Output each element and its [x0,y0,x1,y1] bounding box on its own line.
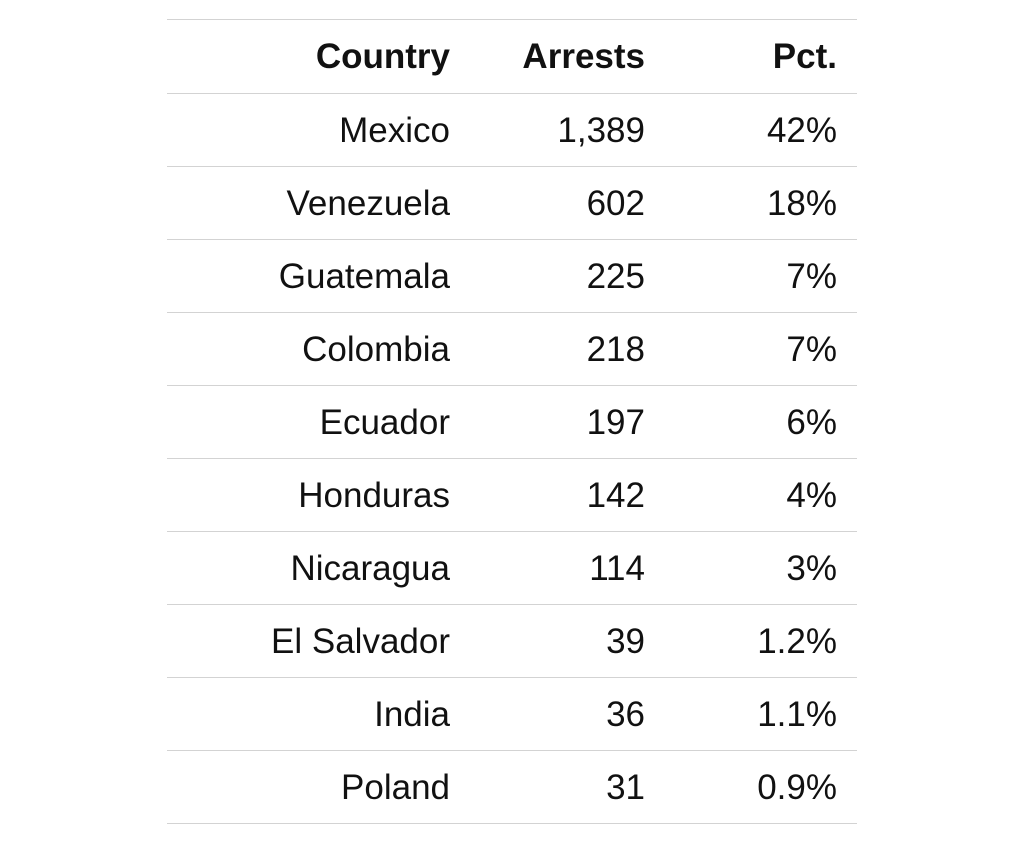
table-header: Country Arrests Pct. [167,19,857,94]
cell-pct: 4% [786,475,837,515]
table-row: Guatemala 225 7% [167,240,857,313]
cell-pct: 42% [766,110,837,150]
header-row: Country Arrests Pct. [167,19,857,94]
cell-arrests: 225 [586,256,645,296]
arrests-by-country-table: Country Arrests Pct. Mexico 1,389 42% Venez… [167,19,857,824]
cell-arrests: 36 [606,694,645,734]
cell-country: India [374,694,450,734]
table-row: Poland 31 0.9% [167,751,857,824]
cell-country: Poland [341,767,450,807]
cell-pct: 18% [766,183,837,223]
cell-pct: 1.1% [757,694,837,734]
cell-country: Venezuela [286,183,450,223]
header-arrests: Arrests [522,37,645,76]
table-row: El Salvador 39 1.2% [167,605,857,678]
table-row: Venezuela 602 18% [167,167,857,240]
cell-country: Honduras [298,475,450,515]
header-pct: Pct. [772,37,837,76]
cell-pct: 1.2% [757,621,837,661]
table-body: Mexico 1,389 42% Venezuela 602 18% Guatemala 22… [167,94,857,824]
arrests-table-container: Country Arrests Pct. Mexico 1,389 42% Venez… [167,19,857,824]
cell-arrests: 31 [606,767,645,807]
cell-pct: 7% [786,329,837,369]
cell-arrests: 1,389 [557,110,645,150]
header-country: Country [315,37,450,76]
table-row: Honduras 142 4% [167,459,857,532]
cell-arrests: 602 [586,183,645,223]
cell-arrests: 197 [586,402,645,442]
cell-arrests: 39 [606,621,645,661]
cell-pct: 0.9% [757,767,837,807]
table-row: Colombia 218 7% [167,313,857,386]
cell-arrests: 142 [586,475,645,515]
table-row: Ecuador 197 6% [167,386,857,459]
table-row: Nicaragua 114 3% [167,532,857,605]
cell-pct: 7% [786,256,837,296]
cell-country: Guatemala [278,256,450,296]
table-row: Mexico 1,389 42% [167,94,857,167]
table-row: India 36 1.1% [167,678,857,751]
cell-pct: 6% [786,402,837,442]
cell-country: Colombia [302,329,450,369]
cell-country: Ecuador [319,402,450,442]
cell-arrests: 114 [589,548,645,588]
cell-country: El Salvador [271,621,450,661]
cell-arrests: 218 [586,329,645,369]
cell-pct: 3% [786,548,837,588]
cell-country: Mexico [339,110,450,150]
cell-country: Nicaragua [290,548,450,588]
